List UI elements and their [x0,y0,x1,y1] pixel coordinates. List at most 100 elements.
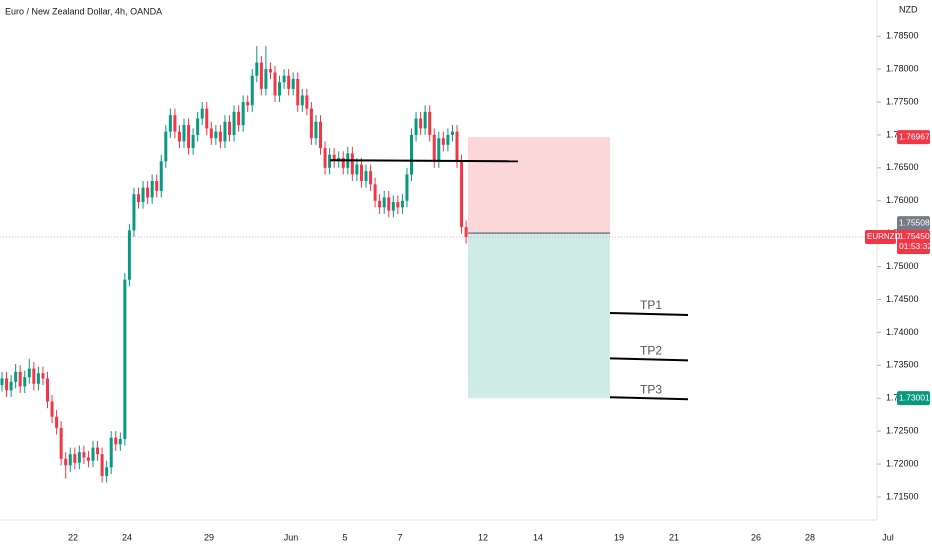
level-line [329,159,519,163]
candle-body [182,125,186,142]
tp-label: TP2 [640,344,662,358]
candle-body [5,378,9,391]
candle-body [268,69,272,73]
candle-body [319,121,322,149]
candle-body [127,230,131,280]
candle-body [314,121,318,139]
candle-body [396,202,400,208]
candle-body [137,194,140,203]
stop-zone [468,137,610,234]
candle-body [218,131,222,142]
candle-body [309,108,313,139]
y-tick-label: 1.74500 [886,294,919,304]
candle-body [278,82,282,96]
y-tick-label: 1.72500 [886,426,919,436]
candle-body [282,75,286,83]
candle-body [405,174,409,201]
candle-body [341,157,345,168]
y-tick-label: 1.75000 [886,261,919,271]
candle-body [91,447,95,461]
candle-body [241,102,245,126]
candle-body [100,454,104,476]
candle-body [428,111,432,135]
candle-body [41,373,45,379]
y-tick-label: 1.78500 [886,31,919,41]
candle-body [200,108,204,119]
candle-body [105,467,109,476]
candle-body [55,416,59,428]
countdown: 01:53:32 [899,241,932,251]
candle-body [9,381,13,391]
x-tick-label: 24 [122,532,132,542]
x-tick-label: 22 [68,532,78,542]
candle-body [155,181,159,191]
candle-body [191,134,195,149]
candle-body [205,108,209,129]
candle-body [187,125,191,149]
candle-body [323,148,327,168]
candle-body [291,78,295,89]
candle-body [391,202,395,211]
candle-body [18,371,22,387]
candle-body [364,171,368,182]
symbol-badge: EURNZD [867,232,901,241]
candle-body [209,128,213,139]
candle-body [59,427,63,459]
tp-line [609,357,689,362]
candle-body [287,75,291,89]
tp-label: TP3 [640,382,662,396]
y-tick-label: 1.72000 [886,458,919,468]
tp-line [609,311,689,316]
candle-body [228,121,231,135]
candle-body [164,131,168,162]
candle-body [455,131,459,162]
candle-body [159,161,163,191]
y-tick-label: 1.73500 [886,360,919,370]
candle-body [82,452,86,458]
candle-body [373,184,377,201]
candle-body [68,454,72,466]
candle-body [86,457,90,461]
candle-body [382,197,386,208]
candle-body [14,371,18,382]
candle-body [0,378,4,386]
tp-line [609,396,689,401]
candle-body [273,72,277,96]
x-tick-label: 28 [805,532,815,542]
candle-body [355,164,359,175]
candle-body [223,121,227,142]
candle-body [46,378,49,402]
candle-body [359,164,363,182]
candle-body [150,181,154,198]
candle-body [378,200,382,208]
y-tick-label: 1.76500 [886,162,919,172]
candle-body [27,368,31,378]
x-tick-label: Jun [284,532,299,542]
x-tick-label: 21 [669,532,679,542]
candle-body [446,134,450,145]
candle-body [460,161,464,228]
candle-body [118,439,122,445]
candle-body [328,154,332,168]
x-tick-label: 7 [397,532,402,542]
candle-body [237,111,241,126]
y-tick-label: 1.71500 [886,491,919,501]
candle-body [36,373,40,384]
x-tick-label: 5 [342,532,347,542]
candle-body [173,115,177,132]
candle-body [114,437,118,445]
last-price-badge-bg [897,229,930,254]
candle-body [350,153,354,175]
y-tick-label: 1.74000 [886,327,919,337]
candle-body [246,102,250,106]
stop-badge: 1.76967 [899,131,930,141]
candle-body [73,454,77,463]
candle-body [255,62,259,76]
candle-body [50,401,54,417]
candle-body [300,95,304,106]
candle-body [296,78,300,106]
candle-body [77,452,81,463]
candle-body [410,134,413,175]
